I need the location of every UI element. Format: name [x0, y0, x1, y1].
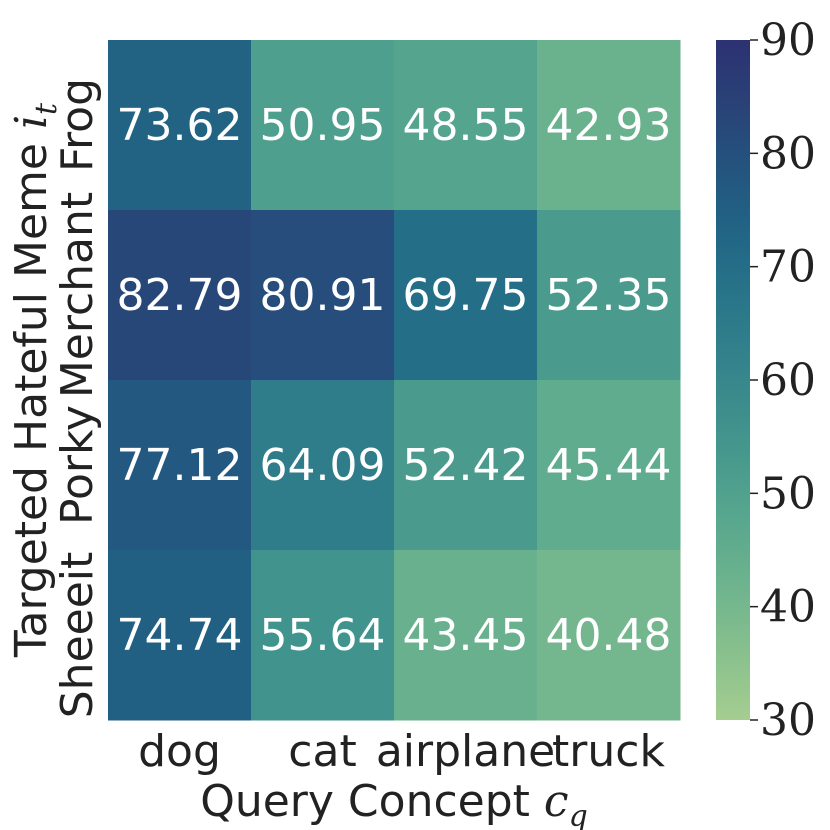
x-tick-label: cat: [288, 726, 356, 777]
colorbar-tick-label: 70: [760, 242, 816, 293]
x-tick-label: airplane: [376, 726, 555, 777]
heatmap-cell: [108, 40, 252, 211]
heatmap-cell: [251, 380, 395, 551]
colorbar-tick-label: 40: [760, 582, 816, 633]
cell-value-label: 73.62: [117, 100, 243, 151]
x-tick-label: dog: [138, 726, 221, 777]
heatmap-cell: [108, 380, 252, 551]
y-tick-label: Porky: [52, 405, 103, 525]
heatmap-cell: [537, 210, 681, 381]
heatmap-cell: [537, 550, 681, 721]
heatmap-cells: [108, 40, 681, 721]
cell-value-label: 82.79: [117, 270, 243, 321]
cell-value-label: 52.35: [546, 270, 672, 321]
heatmap-cell: [251, 550, 395, 721]
colorbar-tick-label: 90: [760, 15, 816, 66]
colorbar-ticks: 30 40 50 60 70 80 90: [750, 15, 816, 746]
colorbar-tick-label: 60: [760, 355, 816, 406]
heatmap-cell: [537, 40, 681, 211]
colorbar-tick-label: 80: [760, 128, 816, 179]
cell-value-label: 43.45: [403, 610, 529, 661]
x-axis-label: Query Concept cq: [200, 776, 588, 830]
cell-value-label: 52.42: [403, 440, 529, 491]
cell-value-label: 45.44: [546, 440, 672, 491]
colorbar-tick-label: 30: [760, 695, 816, 746]
heatmap-cell: [537, 380, 681, 551]
cell-value-label: 77.12: [117, 440, 243, 491]
heatmap-cell: [108, 550, 252, 721]
heatmap-cell: [251, 40, 395, 211]
heatmap-cell: [394, 550, 538, 721]
cell-value-label: 40.48: [546, 610, 672, 661]
cell-value-label: 74.74: [117, 610, 243, 661]
heatmap-cell: [251, 210, 395, 381]
colorbar-tick-label: 50: [760, 468, 816, 519]
colorbar: [716, 40, 750, 720]
heatmap-value-labels: 73.62 50.95 48.55 42.93 82.79 80.91 69.75 52.35…: [117, 100, 672, 661]
cell-value-label: 64.09: [260, 440, 386, 491]
heatmap-cell: [394, 380, 538, 551]
cell-value-label: 69.75: [403, 270, 529, 321]
x-tick-label: truck: [552, 726, 665, 777]
cell-value-label: 50.95: [260, 100, 386, 151]
cell-value-label: 42.93: [546, 100, 672, 151]
cell-value-label: 80.91: [260, 270, 386, 321]
heatmap-cell: [394, 210, 538, 381]
heatmap-cell: [394, 40, 538, 211]
cell-value-label: 55.64: [260, 610, 386, 661]
cell-value-label: 48.55: [403, 100, 529, 151]
y-tick-label: Frog: [52, 78, 103, 172]
y-tick-label: Sheeeit: [52, 552, 103, 719]
heatmap-cell: [108, 210, 252, 381]
y-tick-labels: Frog Merchant Porky Sheeeit: [52, 78, 103, 718]
y-axis-label: Targeted Hateful Meme it: [6, 102, 64, 658]
y-tick-label: Merchant: [52, 192, 103, 398]
